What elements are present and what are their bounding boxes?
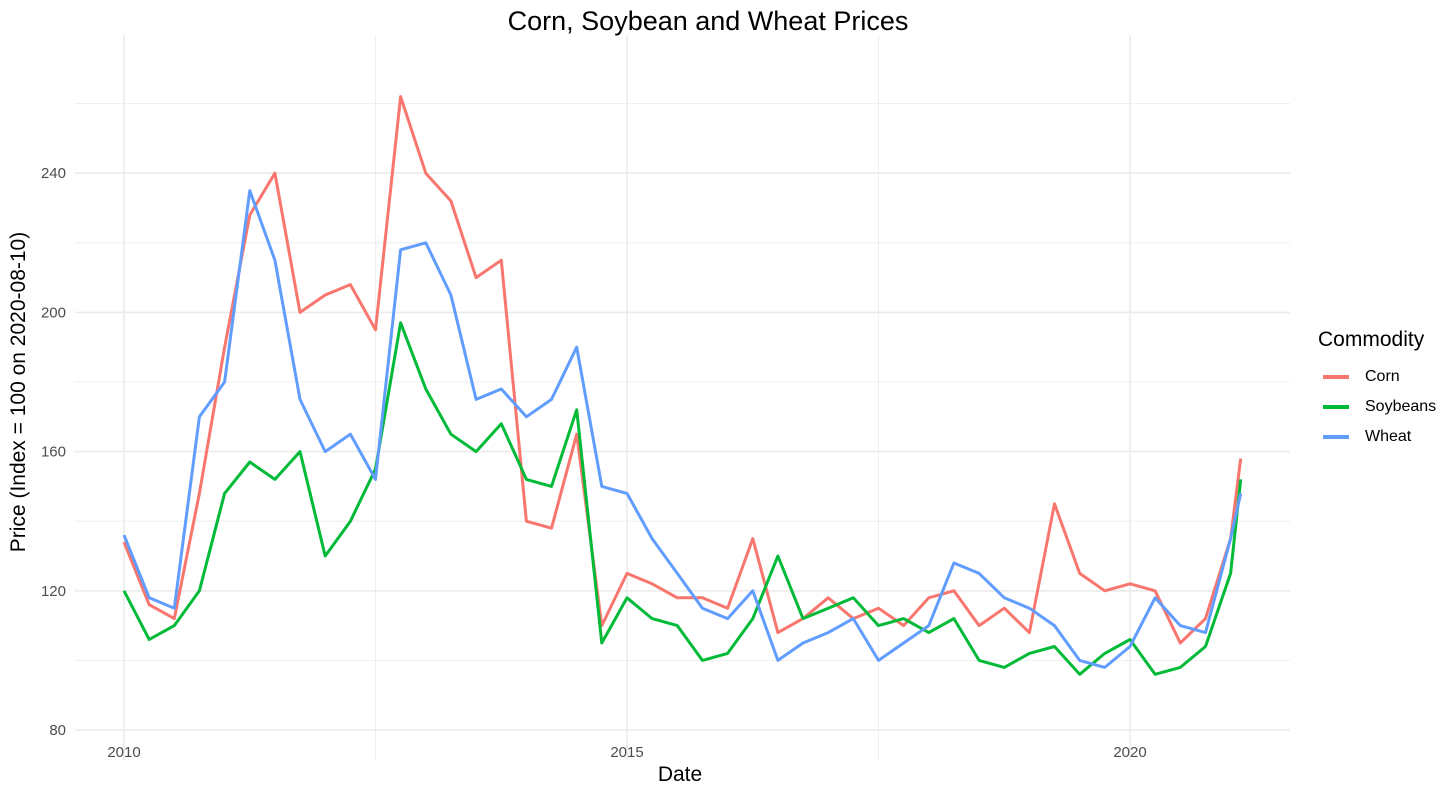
legend-label: Soybeans bbox=[1365, 398, 1437, 415]
y-tick-label: 160 bbox=[41, 444, 66, 461]
y-tick-label: 240 bbox=[41, 165, 66, 182]
legend-label: Wheat bbox=[1365, 428, 1412, 445]
legend-title: Commodity bbox=[1318, 328, 1425, 351]
y-tick-label: 120 bbox=[41, 583, 66, 600]
x-tick-label: 2010 bbox=[107, 744, 140, 761]
legend-key-soybeans bbox=[1323, 405, 1349, 409]
chart-title: Corn, Soybean and Wheat Prices bbox=[507, 6, 909, 36]
series-line-wheat bbox=[122, 189, 1243, 669]
legend-key-wheat bbox=[1323, 435, 1349, 439]
legend-item-wheat: Wheat bbox=[1318, 422, 1436, 452]
y-tick-label: 200 bbox=[41, 304, 66, 321]
x-tick-label: 2020 bbox=[1113, 744, 1146, 761]
data-series bbox=[122, 95, 1243, 676]
legend-item-soybeans: Soybeans bbox=[1318, 392, 1436, 422]
x-axis-label: Date bbox=[658, 763, 702, 786]
series-line-soybeans bbox=[122, 321, 1243, 676]
y-tick-label: 80 bbox=[49, 722, 66, 739]
legend: Commodity Corn Soybeans Wheat bbox=[1318, 328, 1436, 452]
x-tick-label: 2015 bbox=[610, 744, 643, 761]
legend-key-corn bbox=[1323, 375, 1349, 379]
x-axis-ticks: 2010 2015 2020 bbox=[107, 744, 1146, 761]
series-line-corn bbox=[122, 95, 1243, 645]
legend-item-corn: Corn bbox=[1318, 362, 1436, 392]
legend-label: Corn bbox=[1365, 368, 1400, 385]
grid-lines bbox=[75, 35, 1290, 760]
y-axis-label: Price (Index = 100 on 2020-08-10) bbox=[7, 232, 30, 552]
y-axis-ticks: 80 120 160 200 240 bbox=[41, 165, 66, 739]
